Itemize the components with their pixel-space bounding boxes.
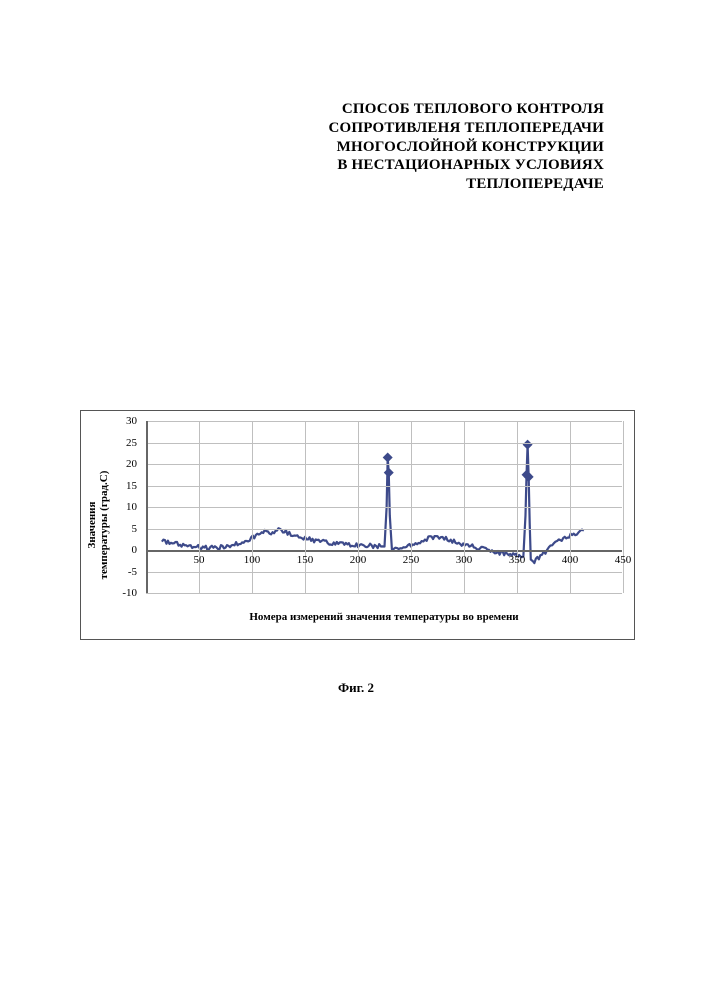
- x-tick-label: 300: [456, 554, 473, 566]
- series-marker: [523, 440, 533, 450]
- h-gridline: [146, 464, 622, 465]
- v-gridline: [199, 421, 200, 593]
- v-gridline: [570, 421, 571, 593]
- y-axis-zero-line: [146, 421, 148, 593]
- y-tick-label: 25: [107, 437, 137, 449]
- series-marker: [383, 453, 393, 463]
- title-line-3: МНОГОСЛОЙНОЙ КОНСТРУКЦИИ: [0, 138, 604, 157]
- x-tick-label: 350: [509, 554, 526, 566]
- title-line-4: В НЕСТАЦИОНАРНЫХ УСЛОВИЯХ: [0, 156, 604, 175]
- series-line: [162, 445, 584, 563]
- x-tick-label: 200: [350, 554, 367, 566]
- y-tick-label: 10: [107, 501, 137, 513]
- y-tick-label: 15: [107, 480, 137, 492]
- document-title: СПОСОБ ТЕПЛОВОГО КОНТРОЛЯ СОПРОТИВЛЕНЯ Т…: [0, 100, 604, 194]
- v-gridline: [305, 421, 306, 593]
- y-tick-label: 30: [107, 415, 137, 427]
- x-tick-label: 450: [615, 554, 632, 566]
- series-marker: [384, 468, 394, 478]
- h-gridline: [146, 572, 622, 573]
- v-gridline: [411, 421, 412, 593]
- figure-caption: Фиг. 2: [0, 680, 712, 696]
- h-gridline: [146, 529, 622, 530]
- h-gridline: [146, 443, 622, 444]
- y-tick-label: 0: [107, 544, 137, 556]
- y-tick-label: 20: [107, 458, 137, 470]
- x-tick-label: 50: [194, 554, 205, 566]
- v-gridline: [252, 421, 253, 593]
- x-axis-title: Номера измерений значения температуры во…: [146, 611, 622, 623]
- x-tick-label: 100: [244, 554, 261, 566]
- title-line-1: СПОСОБ ТЕПЛОВОГО КОНТРОЛЯ: [0, 100, 604, 119]
- y-tick-label: -10: [107, 587, 137, 599]
- title-line-2: СОПРОТИВЛЕНЯ ТЕПЛОПЕРЕДАЧИ: [0, 119, 604, 138]
- plot-area: 50100150200250300350400450Номера измерен…: [145, 421, 622, 627]
- h-gridline: [146, 507, 622, 508]
- x-tick-label: 250: [403, 554, 420, 566]
- y-axis-title: Значения температуры (град.С): [89, 411, 107, 639]
- y-tick-label: 5: [107, 523, 137, 535]
- document-page: СПОСОБ ТЕПЛОВОГО КОНТРОЛЯ СОПРОТИВЛЕНЯ Т…: [0, 0, 712, 1000]
- y-axis-labels: -10-5051015202530: [111, 411, 141, 639]
- x-tick-label: 150: [297, 554, 314, 566]
- v-gridline: [464, 421, 465, 593]
- temperature-chart: Значения температуры (град.С) -10-505101…: [80, 410, 635, 640]
- y-tick-label: -5: [107, 566, 137, 578]
- v-gridline: [623, 421, 624, 593]
- h-gridline: [146, 421, 622, 422]
- v-gridline: [358, 421, 359, 593]
- title-line-5: ТЕПЛОПЕРЕДАЧЕ: [0, 175, 604, 194]
- v-gridline: [517, 421, 518, 593]
- h-gridline: [146, 486, 622, 487]
- x-axis-zero-line: [146, 550, 622, 552]
- x-tick-label: 400: [562, 554, 579, 566]
- h-gridline: [146, 593, 622, 594]
- y-axis-title-line1: Значения: [86, 502, 98, 549]
